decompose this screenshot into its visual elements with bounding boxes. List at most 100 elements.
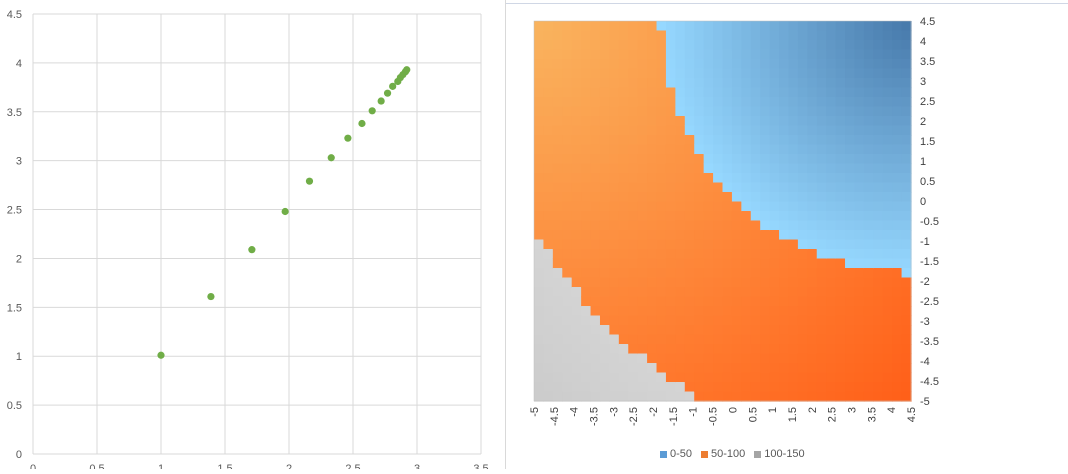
heatmap-cell	[656, 21, 667, 32]
heatmap-cell	[807, 220, 818, 231]
heatmap-cell	[684, 353, 695, 364]
heatmap-cell	[845, 249, 856, 260]
heatmap-cell	[618, 49, 629, 60]
heatmap-cell	[609, 325, 620, 336]
heatmap-cell	[684, 334, 695, 345]
heatmap-cell	[873, 296, 884, 307]
heatmap-cell	[750, 258, 761, 269]
heatmap-cell	[779, 353, 790, 364]
heatmap-y-tick-label: 0	[920, 196, 926, 208]
heatmap-cell	[731, 220, 742, 231]
heatmap-cell	[628, 49, 639, 60]
scatter-point	[157, 351, 165, 359]
heatmap-cell	[788, 87, 799, 98]
heatmap-cell	[797, 382, 808, 393]
heatmap-cell	[882, 125, 893, 136]
heatmap-cell	[694, 296, 705, 307]
heatmap-cell	[892, 230, 903, 241]
heatmap-cell	[882, 106, 893, 117]
heatmap-cell	[628, 344, 639, 355]
heatmap-cell	[609, 211, 620, 222]
heatmap-cell	[816, 344, 827, 355]
heatmap-cell	[694, 287, 705, 298]
heatmap-cell	[760, 163, 771, 174]
heatmap-cell	[675, 353, 686, 364]
heatmap-cell	[722, 249, 733, 260]
heatmap-cell	[882, 87, 893, 98]
heatmap-cell	[750, 268, 761, 279]
heatmap-cell	[750, 173, 761, 184]
heatmap-cell	[722, 306, 733, 317]
heatmap-cell	[656, 49, 667, 60]
heatmap-cell	[779, 277, 790, 288]
heatmap-cell	[590, 306, 601, 317]
heatmap-cell	[656, 163, 667, 174]
heatmap-cell	[675, 268, 686, 279]
heatmap-cell	[873, 306, 884, 317]
heatmap-cell	[826, 59, 837, 70]
heatmap-cell	[694, 59, 705, 70]
heatmap-cell	[873, 239, 884, 250]
heatmap-y-tick-label: -4	[920, 356, 930, 368]
heatmap-cell	[628, 249, 639, 260]
heatmap-cell	[750, 97, 761, 108]
heatmap-cell	[543, 334, 554, 345]
heatmap-cell	[703, 363, 714, 374]
x-tick-label: 1	[158, 463, 164, 469]
heatmap-cell	[675, 277, 686, 288]
scatter-point	[403, 66, 411, 74]
heatmap-cell	[675, 163, 686, 174]
heatmap-cell	[854, 163, 865, 174]
scatter-point	[281, 207, 289, 216]
heatmap-cell	[552, 192, 563, 203]
heatmap-cell	[797, 78, 808, 89]
heatmap-cell	[750, 344, 761, 355]
heatmap-cell	[562, 40, 573, 51]
heatmap-cell	[609, 59, 620, 70]
heatmap-cell	[863, 249, 874, 260]
heatmap-cell	[656, 30, 667, 41]
heatmap-cell	[769, 144, 780, 155]
heatmap-cell	[713, 363, 724, 374]
heatmap-cell	[873, 106, 884, 117]
heatmap-cell	[543, 220, 554, 231]
heatmap-cell	[552, 353, 563, 364]
heatmap-cell	[562, 78, 573, 89]
heatmap-cell	[581, 78, 592, 89]
heatmap-cell	[562, 268, 573, 279]
heatmap-cell	[665, 306, 676, 317]
heatmap-cell	[835, 87, 846, 98]
heatmap-cell	[873, 391, 884, 402]
y-tick-label: 0.5	[7, 400, 22, 412]
heatmap-cell	[628, 268, 639, 279]
heatmap-cell	[581, 277, 592, 288]
heatmap-cell	[863, 125, 874, 136]
heatmap-cell	[741, 325, 752, 336]
heatmap-cell	[835, 116, 846, 127]
heatmap-cell	[835, 220, 846, 231]
heatmap-cell	[684, 277, 695, 288]
heatmap-cell	[665, 391, 676, 402]
heatmap-cell	[694, 154, 705, 165]
heatmap-cell	[901, 382, 912, 393]
heatmap-y-tick-label: 0.5	[920, 176, 935, 188]
heatmap-cell	[703, 306, 714, 317]
heatmap-cell	[656, 106, 667, 117]
heatmap-cell	[713, 344, 724, 355]
heatmap-cell	[665, 344, 676, 355]
heatmap-cell	[863, 230, 874, 241]
heatmap-cell	[722, 277, 733, 288]
heatmap-cell	[534, 296, 545, 307]
heatmap-cell	[769, 21, 780, 32]
heatmap-cell	[637, 372, 648, 383]
heatmap-cell	[826, 154, 837, 165]
heatmap-cell	[637, 249, 648, 260]
heatmap-cell	[618, 287, 629, 298]
heatmap-cell	[637, 382, 648, 393]
heatmap-cell	[599, 163, 610, 174]
heatmap-cell	[618, 87, 629, 98]
heatmap-cell	[571, 192, 582, 203]
heatmap-cell	[807, 144, 818, 155]
heatmap-cell	[769, 163, 780, 174]
heatmap-cell	[807, 334, 818, 345]
